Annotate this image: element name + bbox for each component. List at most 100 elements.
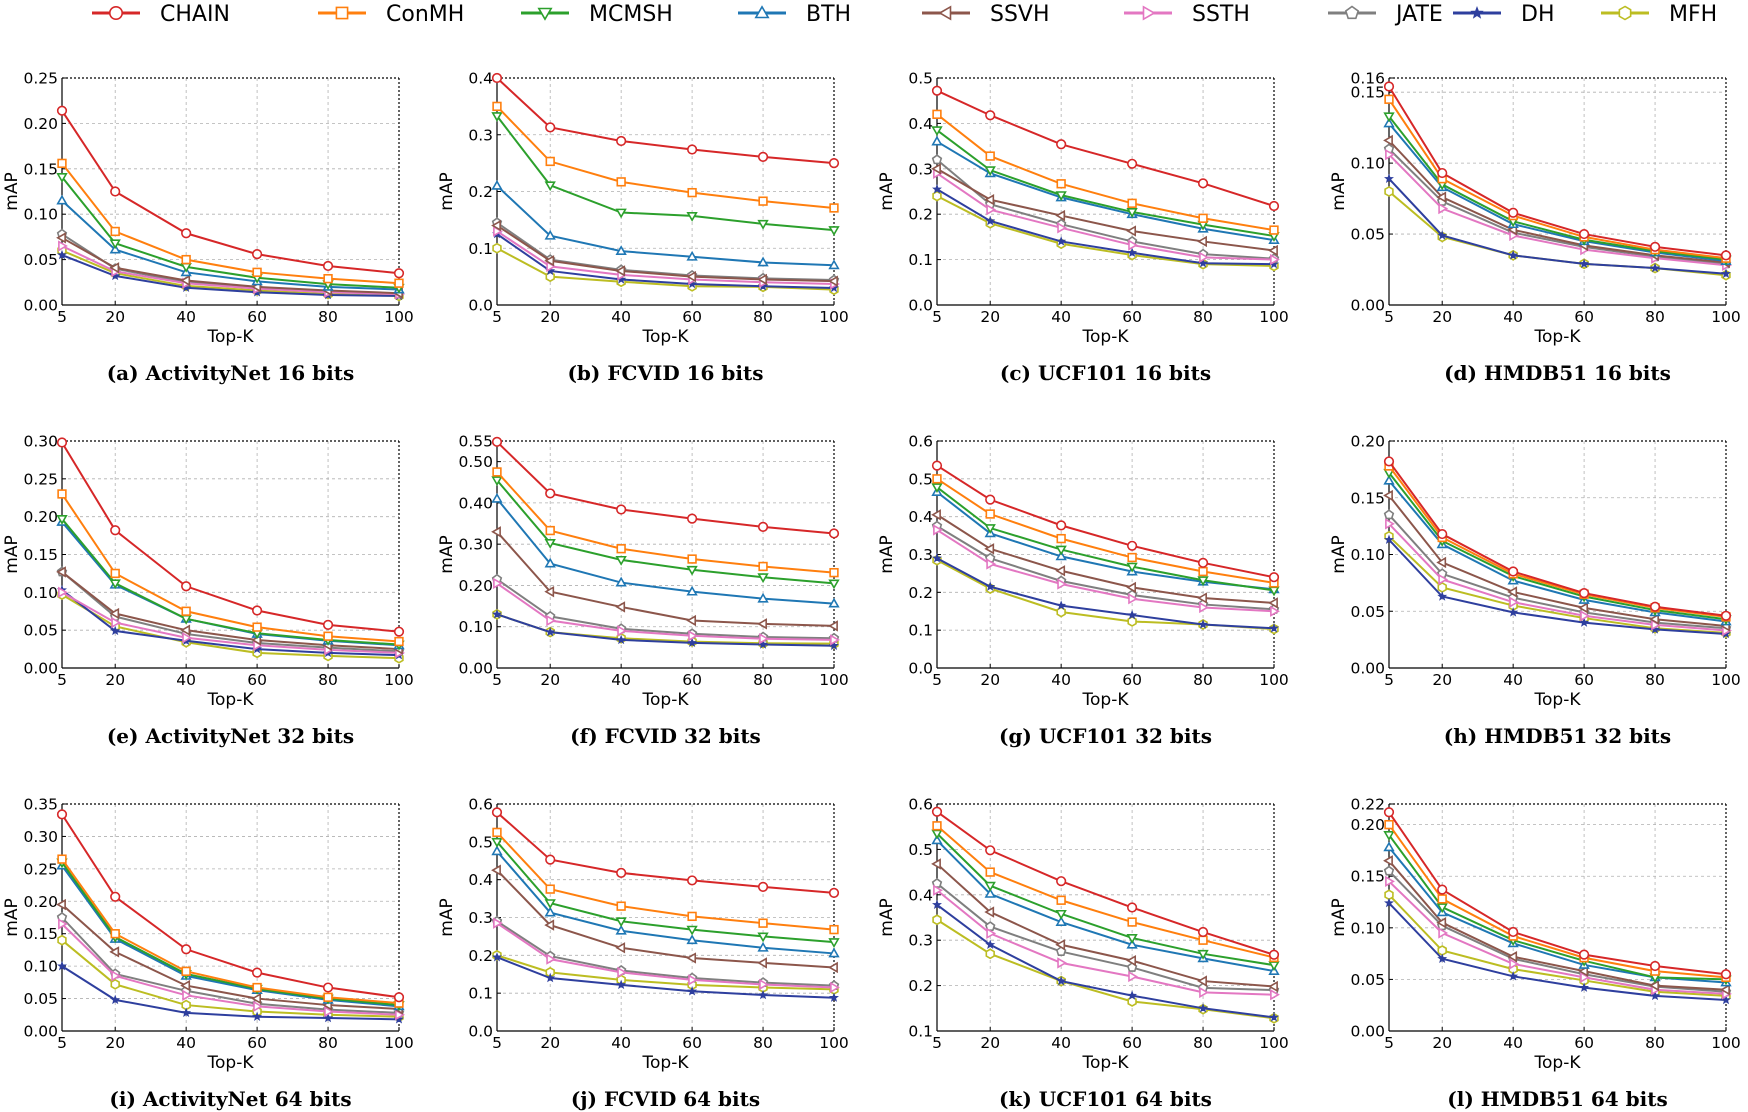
series-ssth (493, 577, 840, 646)
y-tick-label: 0.05 (1350, 226, 1385, 244)
data-point-ssvh (1055, 939, 1066, 951)
data-point-ssth (546, 953, 557, 965)
y-axis-label: mAP (2, 172, 22, 210)
legend-marker-mfh (1618, 5, 1632, 21)
y-tick-label: 0.10 (23, 584, 58, 602)
data-point-chain (1649, 960, 1661, 972)
data-point-conmh (1384, 94, 1394, 104)
x-tick-label: 5 (57, 1034, 67, 1052)
data-point-mfh (1056, 606, 1066, 618)
x-tick-label: 80 (1193, 1034, 1213, 1052)
x-tick-label: 20 (1432, 1034, 1452, 1052)
data-point-conmh (1056, 895, 1066, 905)
data-point-mfh (1384, 186, 1394, 197)
series-conmh (492, 827, 839, 935)
data-point-mfh (985, 948, 995, 960)
data-point-dh (1127, 609, 1138, 620)
series-mcmsh (931, 829, 1280, 972)
x-tick-label: 60 (1574, 1034, 1594, 1052)
y-tick-label: 0.1 (468, 985, 493, 1003)
x-tick-label: 40 (1051, 1034, 1071, 1052)
data-point-chain (491, 807, 503, 818)
y-tick-label: 0.0 (468, 297, 493, 315)
series-line-mfh (1388, 535, 1727, 634)
y-tick-label: 0.4 (468, 871, 493, 889)
x-axis-label: Top-K (1534, 690, 1582, 710)
data-point-chain (110, 525, 121, 536)
data-point-mcmsh (1268, 586, 1280, 597)
series-line-bth (61, 865, 400, 1008)
legend-label-bth: BTH (806, 2, 851, 27)
series-line-ssvh (936, 863, 1275, 988)
data-point-mcmsh (828, 579, 840, 590)
x-tick-label: 100 (1259, 308, 1289, 326)
x-axis-label: Top-K (1534, 1053, 1582, 1073)
data-point-chain (252, 605, 263, 616)
y-tick-label: 0.20 (1350, 816, 1385, 834)
series-conmh (932, 474, 1279, 588)
legend: CHAIN ConMH MCMSH BTH SSVH SSTH JATE DH MFH (92, 2, 1717, 27)
legend-entry-bth: BTH (738, 2, 851, 27)
y-tick-label: 0.00 (1350, 1023, 1385, 1041)
legend-entry-ssvh: SSVH (922, 2, 1050, 27)
y-tick-label: 0.25 (23, 70, 58, 88)
y-tick-label: 0.15 (23, 546, 58, 564)
y-tick-label: 0.6 (908, 433, 933, 451)
data-point-dh (1056, 975, 1067, 986)
data-point-conmh (110, 226, 120, 237)
data-point-chain (828, 887, 840, 899)
data-point-mcmsh (615, 917, 627, 928)
data-point-mcmsh (544, 899, 556, 910)
data-point-bth (1126, 938, 1138, 949)
data-point-ssvh (1268, 244, 1278, 257)
data-point-ssvh (1197, 592, 1207, 604)
data-point-chain (181, 228, 192, 239)
data-point-ssvh (491, 219, 501, 232)
x-tick-label: 80 (753, 308, 773, 326)
y-tick-label: 0.15 (1350, 84, 1385, 102)
x-tick-label: 20 (1432, 671, 1452, 689)
series-line-mcmsh (496, 841, 835, 944)
data-point-conmh (545, 525, 555, 536)
series-line-ssth (496, 230, 835, 285)
data-point-ssth (986, 203, 997, 216)
data-point-dh (1127, 990, 1138, 1000)
y-tick-label: 0.50 (458, 453, 493, 471)
legend-label-conmh: ConMH (386, 2, 464, 27)
x-tick-label: 80 (753, 1034, 773, 1052)
data-point-conmh (110, 929, 120, 939)
x-tick-label: 60 (247, 1034, 267, 1052)
series-line-mfh (936, 559, 1275, 631)
data-point-chain (1437, 167, 1448, 179)
x-tick-label: 40 (1503, 308, 1523, 326)
series-line-bth (936, 491, 1275, 591)
data-point-bth (828, 597, 840, 608)
data-point-chain (1197, 926, 1209, 938)
data-point-mcmsh (757, 932, 769, 943)
x-tick-label: 80 (1645, 308, 1665, 326)
data-point-mcmsh (1268, 961, 1280, 972)
series-line-mcmsh (61, 861, 400, 1007)
data-point-mcmsh (984, 166, 996, 177)
data-point-chain (1649, 601, 1661, 612)
legend-label-chain: CHAIN (160, 2, 230, 27)
data-point-ssth (111, 616, 122, 629)
data-point-ssvh (1578, 602, 1589, 614)
series-line-ssvh (61, 903, 400, 1010)
data-point-ssth (493, 577, 503, 590)
y-tick-label: 0.00 (458, 660, 493, 678)
data-point-ssvh (1126, 954, 1137, 967)
data-point-bth (828, 947, 840, 958)
data-point-dh (492, 952, 502, 962)
y-tick-label: 0.5 (908, 70, 933, 88)
series-line-conmh (61, 858, 400, 1005)
data-point-ssvh (1197, 975, 1207, 987)
data-point-bth (984, 887, 996, 898)
data-point-ssvh (931, 509, 941, 521)
y-tick-label: 0.05 (23, 990, 58, 1008)
series-line-dh (936, 557, 1275, 630)
y-tick-label: 0.2 (468, 183, 493, 201)
y-axis-label: mAP (877, 535, 897, 573)
caption-8: (h) HMDB51 32 bits (1443, 724, 1672, 748)
data-point-chain (1579, 228, 1590, 240)
